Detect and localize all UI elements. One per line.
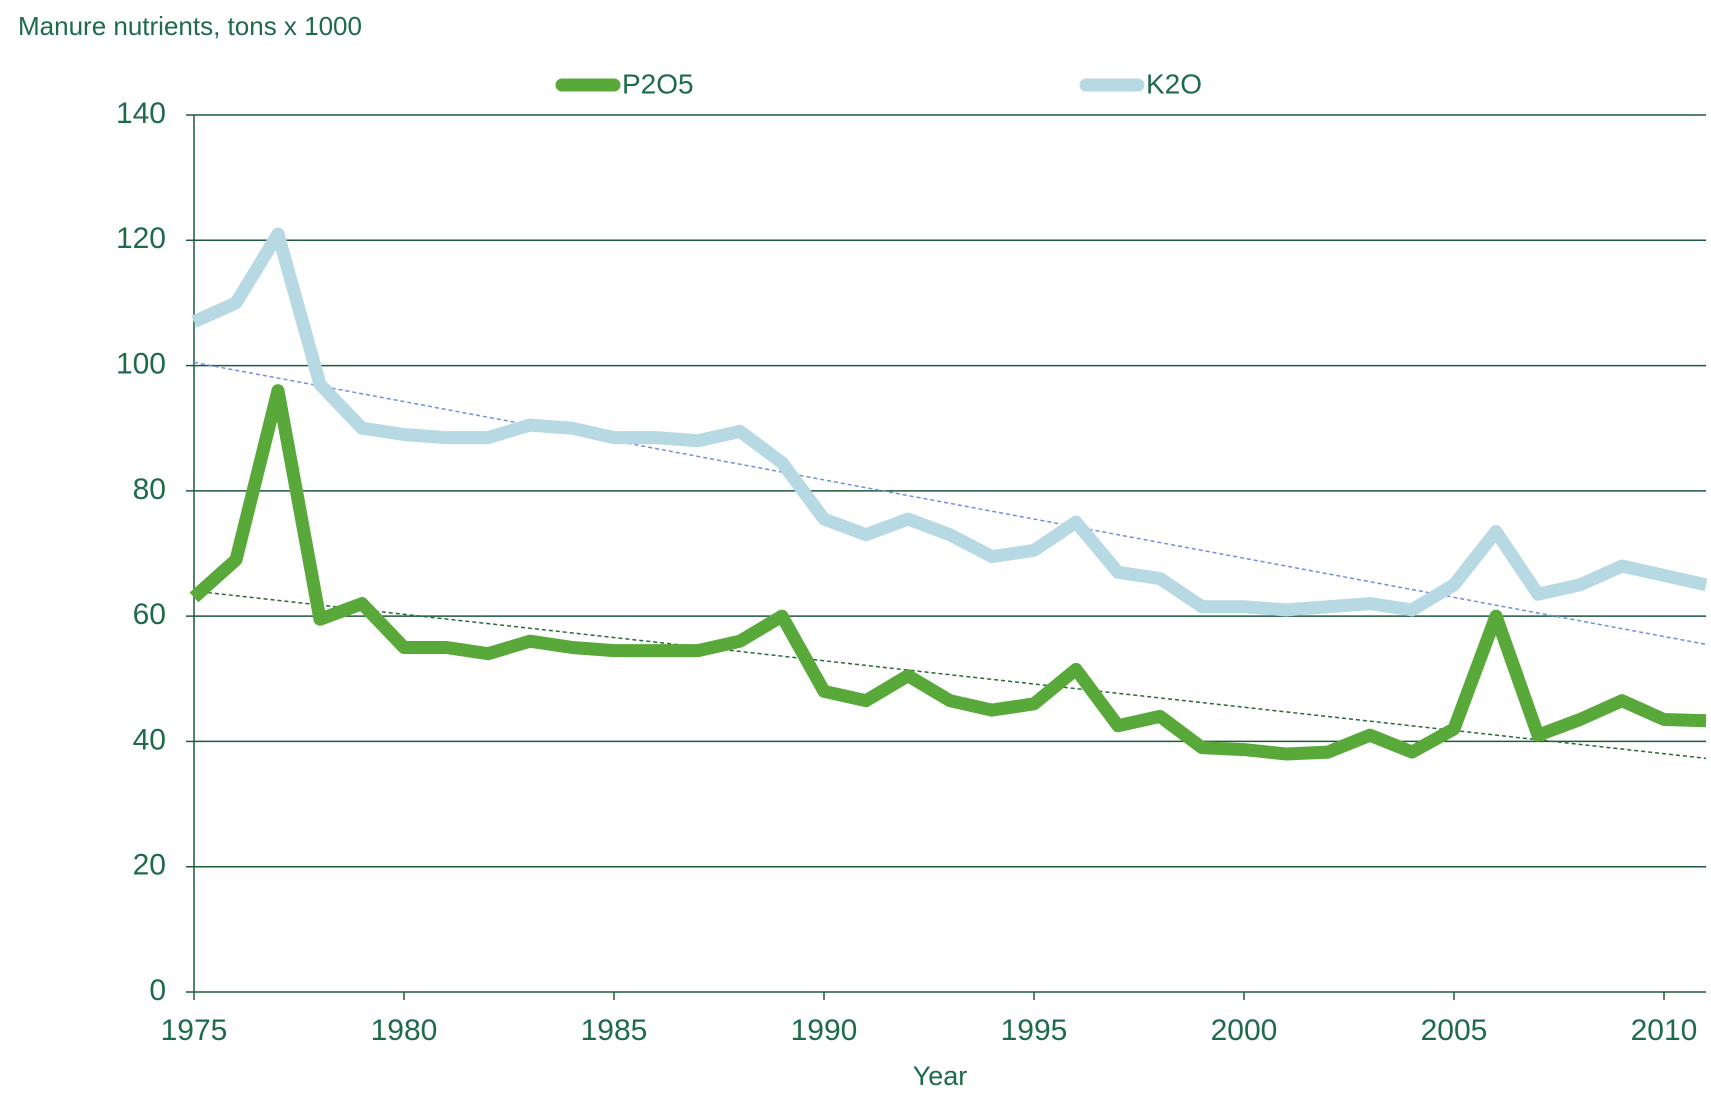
y-tick-label: 140 [116,97,166,130]
y-axis-label: Manure nutrients, tons x 1000 [18,11,362,41]
x-axis-label: Year [913,1061,968,1091]
y-tick-label: 60 [133,598,166,631]
y-tick-label: 40 [133,723,166,756]
y-tick-label: 0 [149,974,166,1007]
series-line [189,384,1707,761]
x-tick-label: 1985 [581,1014,648,1047]
x-tick-label: 1980 [371,1014,438,1047]
y-tick-label: 100 [116,347,166,380]
y-tick-label: 20 [133,849,166,882]
y-tick-label: 80 [133,473,166,506]
legend-label: K2O [1146,68,1202,99]
x-tick-label: 2010 [1631,1014,1698,1047]
legend-label: P2O5 [622,68,694,99]
x-tick-label: 1995 [1001,1014,1068,1047]
x-tick-label: 1975 [161,1014,228,1047]
y-tick-label: 120 [116,222,166,255]
trend-line [193,361,1707,646]
series-line [191,227,1708,617]
x-tick-label: 2000 [1211,1014,1278,1047]
x-tick-label: 2005 [1421,1014,1488,1047]
x-tick-label: 1990 [791,1014,858,1047]
